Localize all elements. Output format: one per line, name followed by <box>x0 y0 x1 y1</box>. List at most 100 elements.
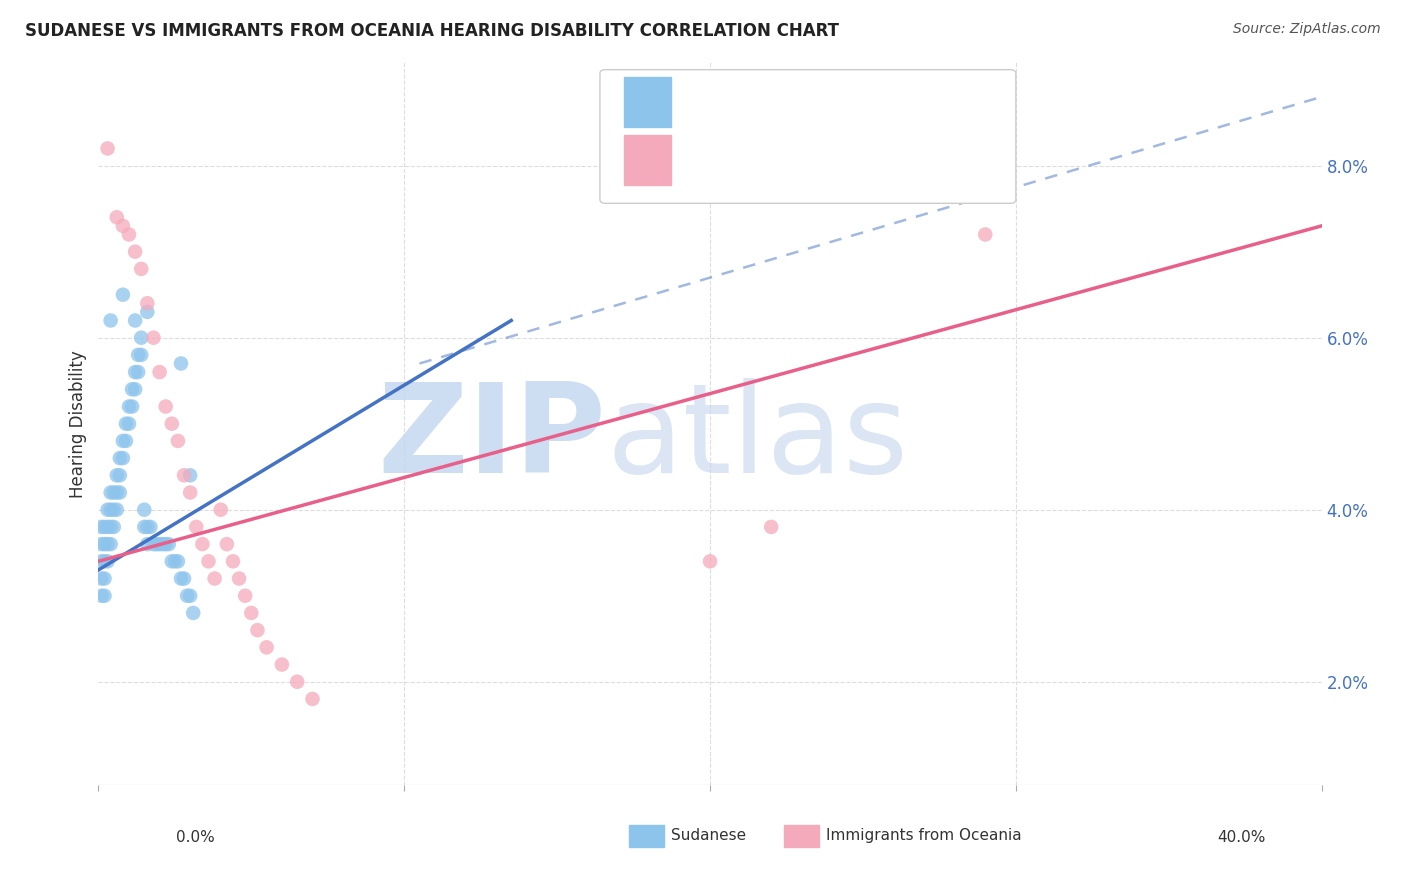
Point <box>186 520 208 534</box>
Point <box>179 468 201 483</box>
Point <box>100 502 122 516</box>
Point <box>149 365 172 379</box>
Point <box>90 589 112 603</box>
Point <box>105 468 128 483</box>
Point <box>176 589 198 603</box>
Bar <box>624 77 671 128</box>
Point <box>118 400 141 414</box>
Point <box>170 572 193 586</box>
Point <box>136 537 159 551</box>
Point <box>160 417 183 431</box>
Point <box>134 502 156 516</box>
Point <box>759 520 782 534</box>
Text: Source: ZipAtlas.com: Source: ZipAtlas.com <box>1233 22 1381 37</box>
Point <box>974 227 997 242</box>
Point <box>100 313 122 327</box>
Point <box>93 537 115 551</box>
Text: R =: R = <box>686 151 721 169</box>
Point <box>111 451 134 466</box>
Point <box>149 537 172 551</box>
Point <box>179 589 201 603</box>
Point <box>152 537 174 551</box>
Point <box>108 485 131 500</box>
Point <box>90 572 112 586</box>
Point <box>155 400 177 414</box>
Text: Immigrants from Oceania: Immigrants from Oceania <box>825 829 1022 843</box>
Point <box>129 331 152 345</box>
Point <box>136 520 159 534</box>
Point <box>142 331 165 345</box>
Text: 40.0%: 40.0% <box>1218 830 1265 845</box>
Point <box>127 365 149 379</box>
Point <box>100 520 122 534</box>
Point <box>222 554 245 568</box>
Text: SUDANESE VS IMMIGRANTS FROM OCEANIA HEARING DISABILITY CORRELATION CHART: SUDANESE VS IMMIGRANTS FROM OCEANIA HEAR… <box>25 22 839 40</box>
Point <box>160 554 183 568</box>
Point <box>129 348 152 362</box>
Point <box>93 520 115 534</box>
Text: 0.372: 0.372 <box>741 151 793 169</box>
FancyBboxPatch shape <box>600 70 1015 203</box>
Point <box>97 141 120 155</box>
Point <box>105 211 128 225</box>
Point <box>124 313 146 327</box>
Point <box>167 554 190 568</box>
Point <box>134 520 156 534</box>
Point <box>121 400 143 414</box>
Point <box>181 606 204 620</box>
Point <box>103 485 125 500</box>
Point <box>163 554 186 568</box>
Point <box>699 554 721 568</box>
Point <box>103 502 125 516</box>
Point <box>124 244 146 259</box>
Point <box>139 520 162 534</box>
Point <box>301 692 323 706</box>
Point <box>111 287 134 301</box>
Point <box>127 348 149 362</box>
Text: 66: 66 <box>884 93 908 112</box>
Point <box>90 537 112 551</box>
Point <box>136 305 159 319</box>
Text: 0.369: 0.369 <box>741 93 793 112</box>
Point <box>155 537 177 551</box>
Point <box>97 520 120 534</box>
Text: N =: N = <box>811 93 859 112</box>
Point <box>115 434 138 448</box>
Text: N =: N = <box>811 151 859 169</box>
Point <box>90 554 112 568</box>
Text: Sudanese: Sudanese <box>671 829 747 843</box>
Text: atlas: atlas <box>606 377 908 499</box>
Point <box>97 554 120 568</box>
Text: 0.0%: 0.0% <box>176 830 215 845</box>
Y-axis label: Hearing Disability: Hearing Disability <box>69 350 87 498</box>
Point <box>173 468 195 483</box>
Point <box>118 227 141 242</box>
Point <box>111 219 134 233</box>
Point <box>108 451 131 466</box>
Point <box>129 261 152 276</box>
Point <box>246 623 269 637</box>
Point <box>105 485 128 500</box>
Point <box>197 554 219 568</box>
Point <box>103 520 125 534</box>
Point <box>228 572 250 586</box>
Point <box>115 417 138 431</box>
Point <box>93 572 115 586</box>
Point <box>100 537 122 551</box>
Point <box>170 356 193 370</box>
Point <box>124 382 146 396</box>
Point <box>204 572 226 586</box>
Point <box>240 606 263 620</box>
Point <box>145 537 167 551</box>
Point <box>191 537 214 551</box>
Point <box>142 537 165 551</box>
Point <box>111 434 134 448</box>
Point <box>179 485 201 500</box>
Point <box>93 554 115 568</box>
Point <box>108 468 131 483</box>
Bar <box>624 135 671 186</box>
Point <box>100 485 122 500</box>
Point <box>285 674 308 689</box>
Point <box>173 572 195 586</box>
Point <box>124 365 146 379</box>
